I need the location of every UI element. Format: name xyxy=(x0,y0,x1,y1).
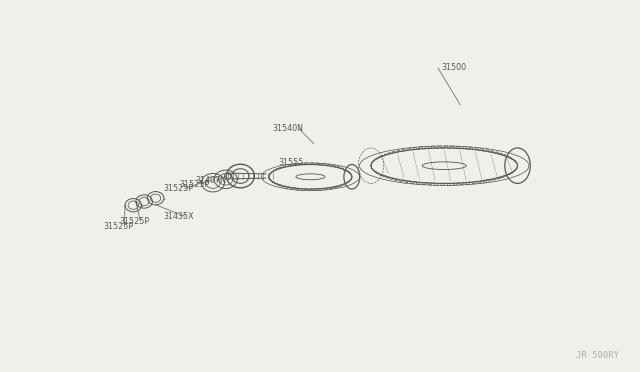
Text: 31525P: 31525P xyxy=(164,184,194,193)
Text: 31500: 31500 xyxy=(441,63,466,72)
Text: 31435X: 31435X xyxy=(164,212,195,221)
Text: JR 500RY: JR 500RY xyxy=(577,351,620,360)
Text: 31555: 31555 xyxy=(278,157,304,167)
Text: 31525P: 31525P xyxy=(119,217,149,225)
Text: 31540N: 31540N xyxy=(272,124,303,133)
Text: 31525P: 31525P xyxy=(180,180,210,189)
Text: 31525P: 31525P xyxy=(103,222,134,231)
Text: 31407N: 31407N xyxy=(196,176,227,185)
